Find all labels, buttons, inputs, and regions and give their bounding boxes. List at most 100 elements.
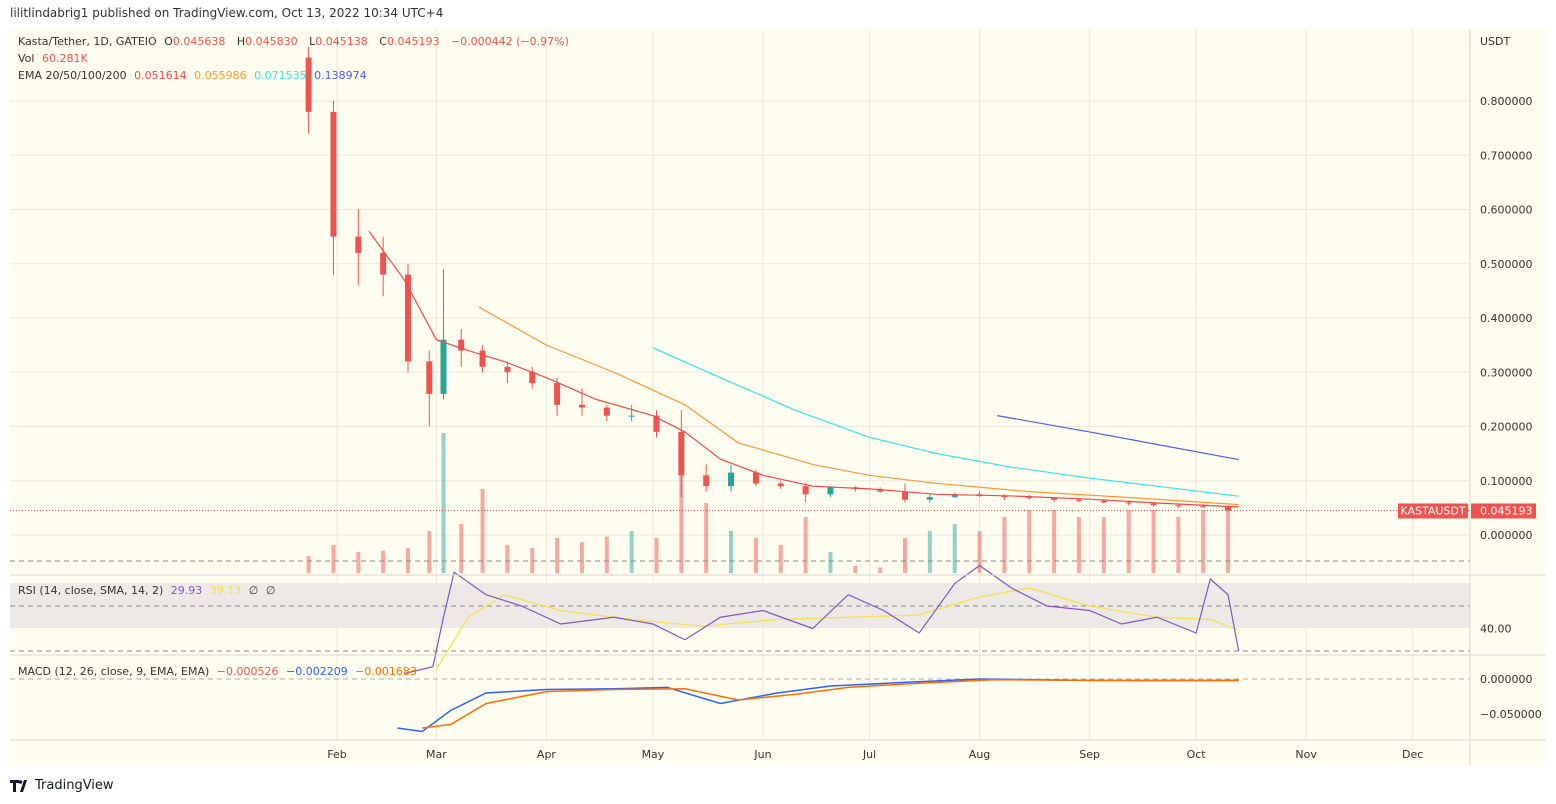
symbol-badge-text: KASTAUSDT: [1400, 504, 1465, 517]
ema100-value: 0.071535: [254, 69, 307, 82]
candle-body: [440, 339, 447, 394]
candle-body: [653, 415, 660, 432]
volume-bar: [1176, 517, 1181, 573]
price-tick-label: 0.200000: [1480, 421, 1533, 434]
time-tick-label: Nov: [1295, 748, 1317, 761]
candle-body: [628, 415, 635, 417]
rsi-tick-label: 40.00: [1480, 623, 1512, 636]
symbol-name: Kasta/Tether, 1D, GATEIO: [18, 35, 157, 48]
candle-body: [305, 57, 312, 112]
high-label: H: [236, 35, 246, 48]
macd-value: −0.002209: [285, 665, 348, 678]
time-tick-label: Mar: [426, 748, 447, 761]
candle-body: [926, 497, 933, 500]
rsi-sma-line: [435, 587, 1239, 670]
time-tick-label: Aug: [969, 748, 990, 761]
rsi-pane: [10, 560, 1470, 675]
open-value: 0.045638: [172, 35, 226, 48]
candle-body: [578, 404, 585, 408]
ema50-value: 0.055986: [194, 69, 247, 82]
last-price-text: 0.045193: [1480, 504, 1533, 517]
volume-bar: [579, 542, 584, 573]
price-tick-label: 0.400000: [1480, 312, 1533, 325]
volume-bar: [459, 524, 464, 573]
candle-body: [380, 252, 387, 275]
candle-body: [405, 274, 411, 362]
candle-body: [1175, 505, 1182, 507]
candle-body: [951, 494, 958, 498]
volume-bar: [704, 503, 709, 573]
open-label: O: [164, 35, 173, 48]
candles: [305, 46, 1232, 511]
volume-bar: [604, 536, 609, 573]
time-tick-label: Jun: [753, 748, 771, 761]
candle-body: [603, 407, 610, 416]
candle-body: [330, 111, 337, 237]
price-tick-label: 0.000000: [1480, 529, 1533, 542]
candle-body: [355, 236, 362, 253]
candle-body: [458, 339, 465, 351]
volume-bar: [381, 550, 386, 573]
candle-body: [1225, 506, 1232, 511]
rsi-label: RSI (14, close, SMA, 14, 2): [18, 584, 164, 597]
volume-bar: [480, 489, 485, 573]
candle-body: [1075, 499, 1082, 501]
ema-line-100: [652, 347, 1239, 497]
time-tick-label: Oct: [1187, 748, 1207, 761]
macd-tick-label: −0.050000: [1480, 708, 1542, 721]
candle-body: [678, 431, 685, 476]
candle-body: [1100, 500, 1107, 503]
low-value: 0.045138: [315, 35, 368, 48]
volume-bar: [1201, 510, 1206, 573]
volume-bar: [555, 538, 560, 573]
volume-bar: [356, 552, 361, 573]
volume-bar: [903, 538, 907, 573]
volume-bar: [1151, 510, 1156, 573]
macd-tick-label: 0.000000: [1480, 673, 1533, 686]
candle-body: [902, 491, 908, 500]
volume-bar: [629, 531, 634, 573]
macd-signal-value: −0.001683: [355, 665, 417, 678]
volume-bar: [927, 531, 932, 573]
time-tick-label: Feb: [327, 748, 346, 761]
volume-bars: [306, 433, 1231, 573]
low-label: L: [309, 35, 316, 48]
rsi-value: 29.93: [170, 584, 203, 597]
candle-body: [1200, 506, 1207, 508]
volume-bar: [828, 552, 833, 573]
candle-body: [752, 472, 759, 484]
price-tick-label: 0.800000: [1480, 95, 1533, 108]
brand-name: TradingView: [35, 778, 114, 793]
volume-bar: [1052, 510, 1057, 573]
ema-line-50: [478, 306, 1239, 506]
macd-signal-line: [422, 678, 1239, 729]
volume-bar: [1101, 517, 1106, 573]
symbol-badge: [1398, 503, 1468, 519]
rsi-legend: RSI (14, close, SMA, 14, 2) 29.93 39.13 …: [18, 584, 279, 597]
macd-pane: [10, 678, 1470, 733]
volume-bar: [654, 538, 659, 573]
tradingview-logo[interactable]: TradingView: [10, 778, 114, 793]
price-tick-label: 0.500000: [1480, 258, 1533, 271]
volume-value: 60.281K: [41, 52, 88, 65]
axes: Feb Mar Apr May Jun Jul Aug Sep Oct Nov Dec 0.80000…: [10, 29, 1546, 765]
ema-line-200: [997, 415, 1239, 461]
candle-body: [1125, 502, 1132, 504]
volume-bar: [952, 524, 957, 573]
rsi-sma-value: 39.13: [209, 584, 242, 597]
volume-bar: [306, 556, 311, 573]
candle-body: [1150, 503, 1157, 506]
symbol-legend: Kasta/Tether, 1D, GATEIO O0.045638 H 0.04…: [18, 35, 573, 48]
candle-body: [777, 483, 784, 487]
volume-bar: [427, 531, 432, 573]
volume-bar: [1126, 510, 1131, 573]
ema20-value: 0.051614: [134, 69, 187, 82]
candle-body: [479, 350, 486, 367]
change-value: −0.000442 (−0.97%): [450, 35, 569, 48]
volume-bar: [778, 545, 783, 573]
volume-bar: [853, 566, 858, 573]
candle-body: [827, 487, 834, 495]
published-caption: lilitlindabrig1 published on TradingView…: [10, 6, 444, 20]
price-tick-label: 0.700000: [1480, 149, 1533, 162]
